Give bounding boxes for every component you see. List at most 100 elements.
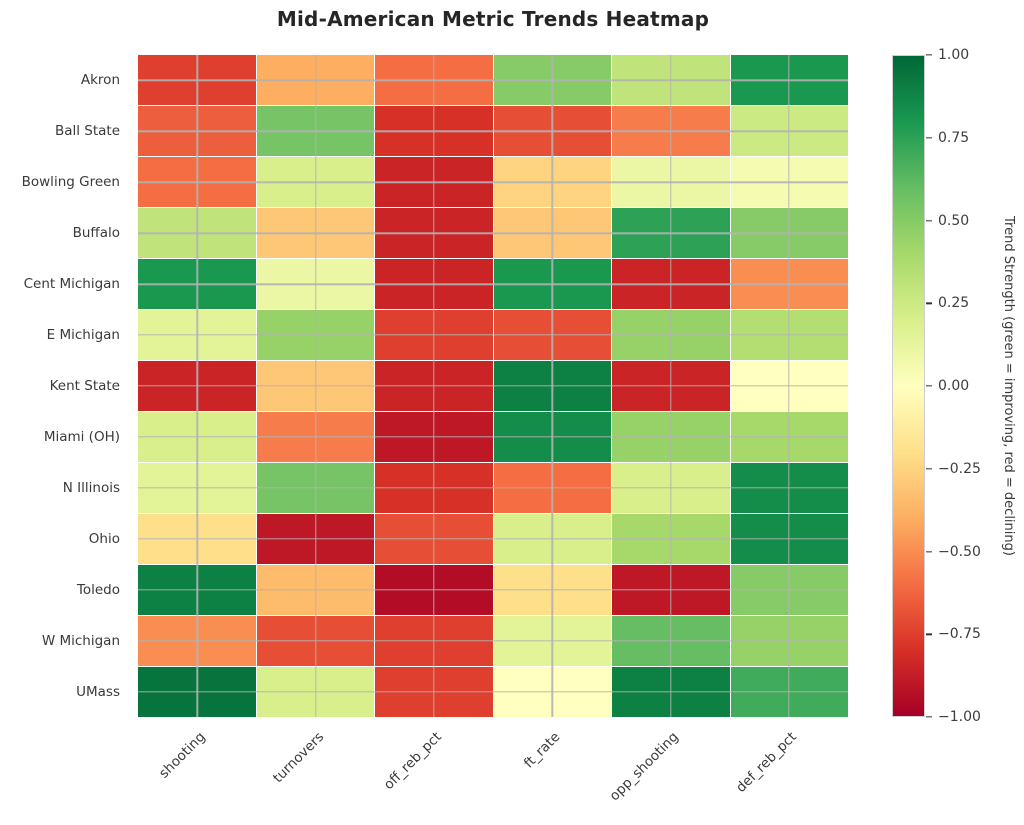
colorbar-tick-label: 0.75 bbox=[938, 129, 970, 146]
heatmap-cell bbox=[612, 310, 730, 360]
colorbar-tick-label: −0.50 bbox=[938, 543, 981, 560]
y-tick-label: Bowling Green bbox=[21, 174, 120, 191]
heatmap-cell bbox=[730, 55, 848, 105]
colorbar-tick-mark bbox=[926, 302, 932, 304]
heatmap-cell bbox=[256, 106, 374, 156]
heatmap-cell bbox=[375, 208, 493, 258]
heatmap-cell bbox=[138, 565, 256, 615]
heatmap-cell bbox=[493, 412, 611, 462]
heatmap-cell bbox=[493, 463, 611, 513]
colorbar-tick-mark bbox=[926, 550, 932, 553]
heatmap-cell bbox=[138, 310, 256, 360]
heatmap-cell bbox=[730, 616, 848, 666]
heatmap-cell bbox=[730, 259, 848, 309]
colorbar-tick-mark bbox=[926, 468, 932, 470]
heatmap-cell bbox=[138, 55, 256, 105]
heatmap-cell bbox=[493, 208, 611, 258]
x-tick-label: off_reb_pct bbox=[381, 729, 446, 793]
colorbar bbox=[892, 55, 925, 717]
heatmap-cell bbox=[612, 667, 730, 717]
y-tick-label: Cent Michigan bbox=[23, 276, 120, 293]
heatmap-cell bbox=[493, 106, 611, 156]
colorbar-tick-mark bbox=[926, 54, 932, 56]
heatmap-cell bbox=[138, 208, 256, 258]
heatmap-cell bbox=[493, 565, 611, 615]
x-tick-label: def_reb_pct bbox=[733, 729, 801, 796]
heatmap-cell bbox=[493, 361, 611, 411]
heatmap-cell bbox=[730, 361, 848, 411]
heatmap-cell bbox=[256, 412, 374, 462]
heatmap-cell bbox=[375, 259, 493, 309]
heatmap-cell bbox=[730, 412, 848, 462]
heatmap-cell bbox=[375, 412, 493, 462]
y-tick-label: Akron bbox=[80, 72, 120, 89]
heatmap-cell bbox=[612, 616, 730, 666]
heatmap-cell bbox=[493, 259, 611, 309]
colorbar-tick-label: −0.75 bbox=[938, 626, 981, 643]
heatmap-cell bbox=[138, 361, 256, 411]
heatmap-cell bbox=[612, 259, 730, 309]
heatmap-cell bbox=[138, 463, 256, 513]
heatmap-cell bbox=[256, 55, 374, 105]
heatmap-cell bbox=[375, 616, 493, 666]
heatmap-cell bbox=[256, 514, 374, 564]
heatmap-cell bbox=[138, 157, 256, 207]
heatmap-cell bbox=[138, 514, 256, 564]
heatmap-cell bbox=[138, 616, 256, 666]
heatmap-cell bbox=[256, 157, 374, 207]
heatmap-cell bbox=[375, 157, 493, 207]
x-axis-labels: shooting turnovers off_reb_pct ft_rate opp_s… bbox=[138, 723, 848, 823]
heatmap-cell bbox=[493, 667, 611, 717]
heatmap-cell bbox=[612, 157, 730, 207]
heatmap-cell bbox=[256, 208, 374, 258]
heatmap-cell bbox=[375, 361, 493, 411]
heatmap-cell bbox=[256, 361, 374, 411]
y-tick-label: Kent State bbox=[49, 377, 120, 394]
colorbar-tick-label: 0.50 bbox=[938, 212, 970, 229]
y-tick-label: Toledo bbox=[76, 581, 120, 598]
heatmap-cell bbox=[612, 55, 730, 105]
heatmap-cell bbox=[375, 514, 493, 564]
heatmap-cell bbox=[730, 157, 848, 207]
colorbar-tick-mark bbox=[926, 219, 932, 222]
heatmap-cell bbox=[256, 259, 374, 309]
colorbar-tick-label: −1.00 bbox=[938, 709, 981, 725]
heatmap-cell bbox=[730, 514, 848, 564]
heatmap-cell bbox=[138, 412, 256, 462]
heatmap-cell bbox=[612, 565, 730, 615]
heatmap-cell bbox=[493, 514, 611, 564]
heatmap-cell bbox=[612, 208, 730, 258]
heatmap-cell bbox=[375, 463, 493, 513]
heatmap-cell bbox=[730, 667, 848, 717]
colorbar-tick-label: 0.00 bbox=[938, 378, 970, 394]
x-tick-label: turnovers bbox=[269, 729, 327, 787]
x-tick-label: ft_rate bbox=[521, 729, 564, 772]
y-tick-label: Ohio bbox=[88, 530, 120, 547]
heatmap-cell bbox=[493, 616, 611, 666]
heatmap-cell bbox=[375, 55, 493, 105]
heatmap-cell bbox=[375, 565, 493, 615]
heatmap-cell bbox=[256, 310, 374, 360]
heatmap-cell bbox=[730, 565, 848, 615]
heatmap-cell bbox=[612, 361, 730, 411]
heatmap-cell bbox=[612, 463, 730, 513]
colorbar-tick-mark bbox=[926, 716, 932, 718]
y-tick-label: Ball State bbox=[54, 123, 120, 140]
colorbar-tick-mark bbox=[926, 385, 932, 387]
heatmap-cell bbox=[730, 463, 848, 513]
heatmap-cell bbox=[493, 310, 611, 360]
heatmap-cell bbox=[730, 208, 848, 258]
colorbar-tick-label: 1.00 bbox=[938, 47, 970, 63]
y-axis-labels: Akron Ball State Bowling Green Buffalo Cent … bbox=[0, 55, 128, 717]
heatmap-cell bbox=[375, 667, 493, 717]
heatmap-cell bbox=[493, 55, 611, 105]
colorbar-tick-mark bbox=[926, 633, 932, 635]
heatmap-cell bbox=[730, 106, 848, 156]
heatmap-cell bbox=[256, 667, 374, 717]
colorbar-tick-mark bbox=[926, 137, 932, 139]
x-tick-label: shooting bbox=[155, 729, 209, 782]
y-tick-label: Buffalo bbox=[72, 225, 120, 242]
heatmap-grid bbox=[138, 55, 848, 717]
heatmap-cell bbox=[730, 310, 848, 360]
heatmap-cell bbox=[138, 106, 256, 156]
